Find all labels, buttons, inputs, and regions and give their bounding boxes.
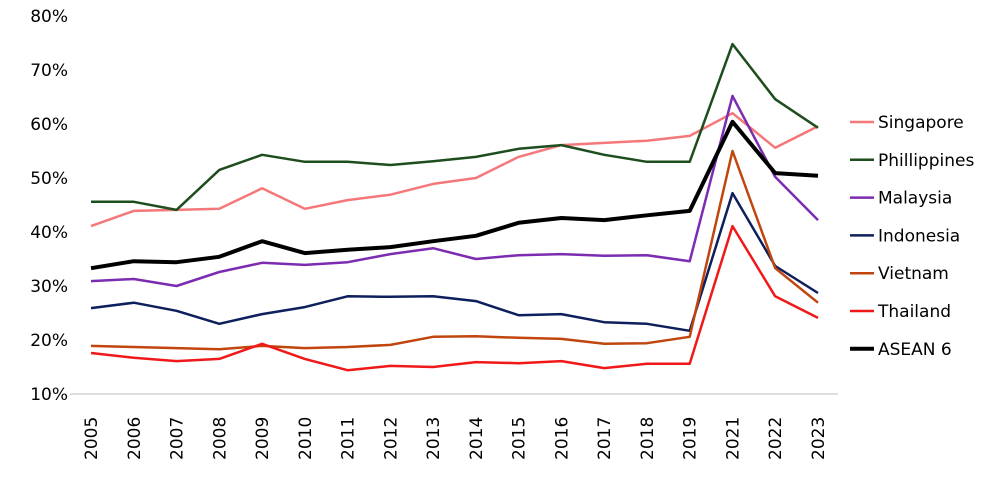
y-axis: 10% 20% 30% 40% 50% 60% 70% 80% (30, 7, 68, 405)
legend-label: Singapore (878, 113, 964, 133)
x-axis: 2005 2006 2007 2008 2009 2010 2011 2012 2013 2014… (70, 393, 838, 460)
x-tick-label: 2005 (82, 417, 102, 460)
y-tick-label: 10% (30, 385, 68, 405)
legend-label: Thailand (877, 302, 951, 322)
y-tick-label: 20% (30, 331, 68, 351)
x-tick-label: 2010 (296, 417, 316, 460)
x-tick-label: 2009 (253, 417, 273, 460)
series-line-vietnam (90, 149, 819, 351)
x-tick-label: 2018 (638, 417, 658, 460)
y-tick-label: 50% (30, 169, 68, 189)
x-tick-label: 2006 (125, 417, 145, 460)
x-tick-label: 2011 (339, 417, 359, 460)
series-line-singapore (90, 111, 819, 228)
x-tick-label: 2023 (809, 417, 829, 460)
series-lines (90, 42, 819, 372)
series-line-phillippines (91, 42, 819, 212)
legend: Singapore Phillippines Malaysia Indonesia Vi… (850, 113, 974, 360)
series-line-asean-6 (90, 119, 819, 271)
x-tick-label: 2016 (552, 417, 572, 460)
y-tick-label: 70% (30, 61, 68, 81)
x-tick-label: 2012 (381, 417, 401, 460)
legend-label: Indonesia (878, 226, 960, 246)
series-line-indonesia (90, 191, 819, 333)
y-tick-label: 80% (30, 7, 68, 27)
y-tick-label: 30% (30, 277, 68, 297)
y-tick-label: 40% (30, 223, 68, 243)
x-tick-label: 2014 (467, 417, 487, 460)
x-tick-label: 2021 (723, 417, 743, 460)
x-tick-label: 2008 (210, 417, 230, 460)
y-tick-label: 60% (30, 115, 68, 135)
legend-label: Malaysia (878, 189, 952, 209)
series-line-malaysia (90, 94, 819, 288)
x-tick-label: 2017 (595, 417, 615, 460)
x-tick-label: 2015 (510, 417, 530, 460)
legend-label: Phillippines (878, 151, 974, 171)
x-tick-label: 2022 (766, 417, 786, 460)
x-tick-label: 2007 (168, 417, 188, 460)
legend-label: ASEAN 6 (878, 340, 952, 360)
legend-label: Vietnam (878, 264, 949, 284)
series-line-thailand (90, 224, 819, 372)
x-tick-label: 2019 (681, 417, 701, 460)
x-tick-label: 2013 (424, 417, 444, 460)
